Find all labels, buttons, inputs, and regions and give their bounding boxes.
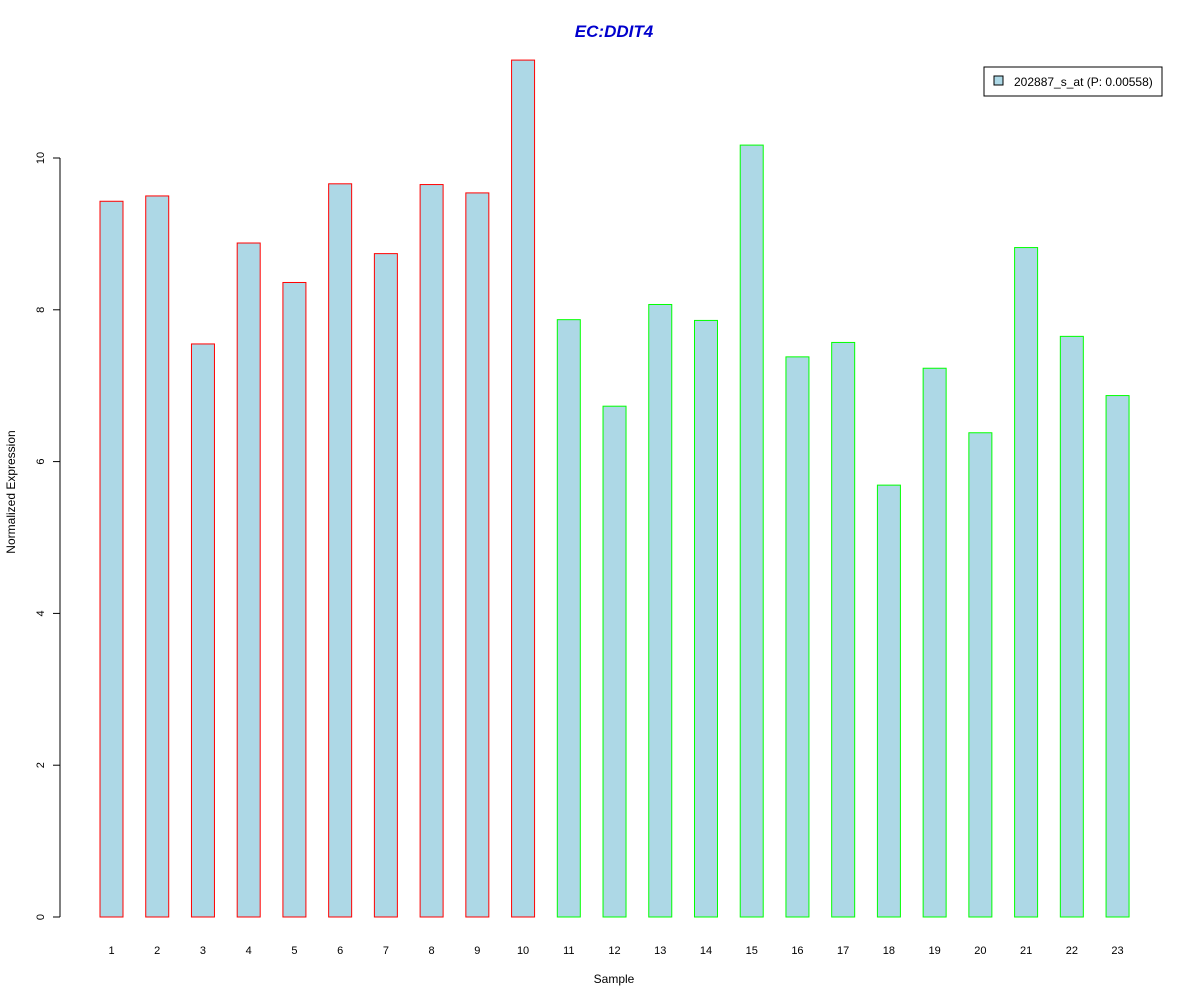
bar-sample-12 bbox=[602, 405, 627, 918]
bar-sample-8 bbox=[419, 184, 444, 918]
y-axis: 0 2 4 6 8 10 bbox=[35, 152, 61, 920]
x-tick-label: 7 bbox=[383, 945, 389, 957]
bar-sample-22 bbox=[1059, 335, 1084, 918]
bar-sample-2 bbox=[145, 195, 170, 918]
bar-sample-21 bbox=[1014, 247, 1039, 918]
bar-sample-5 bbox=[282, 281, 307, 918]
bar-sample-3 bbox=[190, 343, 215, 918]
y-tick-label: 6 bbox=[35, 459, 47, 465]
bar-sample-14 bbox=[693, 319, 718, 918]
x-tick-label: 9 bbox=[474, 945, 480, 957]
x-tick-label: 14 bbox=[700, 945, 712, 957]
bar-sample-19 bbox=[922, 367, 947, 918]
x-tick-label: 13 bbox=[654, 945, 666, 957]
y-tick-label: 10 bbox=[35, 152, 47, 164]
bar-sample-23 bbox=[1105, 395, 1130, 918]
x-tick-label: 11 bbox=[563, 945, 574, 957]
x-tick-label: 8 bbox=[429, 945, 435, 957]
legend-label: 202887_s_at (P: 0.00558) bbox=[1014, 75, 1153, 89]
bar-sample-6 bbox=[328, 183, 353, 918]
y-tick-label: 8 bbox=[35, 307, 47, 313]
bar-sample-1 bbox=[99, 200, 124, 918]
legend-swatch bbox=[993, 75, 1004, 86]
x-tick-label: 17 bbox=[837, 945, 849, 957]
y-axis-label: Normalized Expression bbox=[4, 430, 18, 553]
x-axis-label: Sample bbox=[594, 972, 635, 986]
x-tick-label: 19 bbox=[929, 945, 941, 957]
x-tick-label: 12 bbox=[608, 945, 620, 957]
x-tick-label: 15 bbox=[746, 945, 758, 957]
bar-sample-16 bbox=[785, 356, 810, 918]
x-tick-label: 22 bbox=[1066, 945, 1078, 957]
legend-box bbox=[983, 66, 1163, 97]
bar-sample-9 bbox=[465, 192, 490, 918]
x-axis-tick-labels: 1 2 3 4 5 6 7 8 9 10 11 12 13 14 15 16 17 18 19 20 21 22 23 bbox=[108, 945, 1123, 957]
bar-sample-17 bbox=[831, 341, 856, 918]
bar-sample-11 bbox=[556, 319, 581, 918]
x-tick-label: 1 bbox=[108, 945, 114, 957]
x-tick-label: 23 bbox=[1111, 945, 1123, 957]
bar-sample-20 bbox=[968, 432, 993, 918]
x-tick-label: 21 bbox=[1020, 945, 1032, 957]
y-tick-label: 0 bbox=[35, 914, 47, 920]
bar-sample-15 bbox=[739, 144, 764, 918]
y-tick-label: 4 bbox=[35, 610, 47, 616]
bar-sample-7 bbox=[373, 253, 398, 918]
x-tick-label: 5 bbox=[291, 945, 297, 957]
x-tick-label: 6 bbox=[337, 945, 343, 957]
chart-title: EC:DDIT4 bbox=[575, 22, 654, 41]
x-tick-label: 2 bbox=[154, 945, 160, 957]
bars bbox=[99, 59, 1130, 918]
x-tick-label: 3 bbox=[200, 945, 206, 957]
x-tick-label: 16 bbox=[791, 945, 803, 957]
x-tick-label: 4 bbox=[246, 945, 252, 957]
bar-sample-10 bbox=[511, 59, 536, 918]
x-tick-label: 20 bbox=[974, 945, 986, 957]
x-tick-label: 18 bbox=[883, 945, 895, 957]
bar-sample-4 bbox=[236, 242, 261, 918]
bar-sample-18 bbox=[876, 484, 901, 918]
x-tick-label: 10 bbox=[517, 945, 529, 957]
bar-sample-13 bbox=[648, 303, 673, 918]
y-tick-label: 2 bbox=[35, 762, 47, 768]
legend: 202887_s_at (P: 0.00558) bbox=[983, 66, 1163, 97]
